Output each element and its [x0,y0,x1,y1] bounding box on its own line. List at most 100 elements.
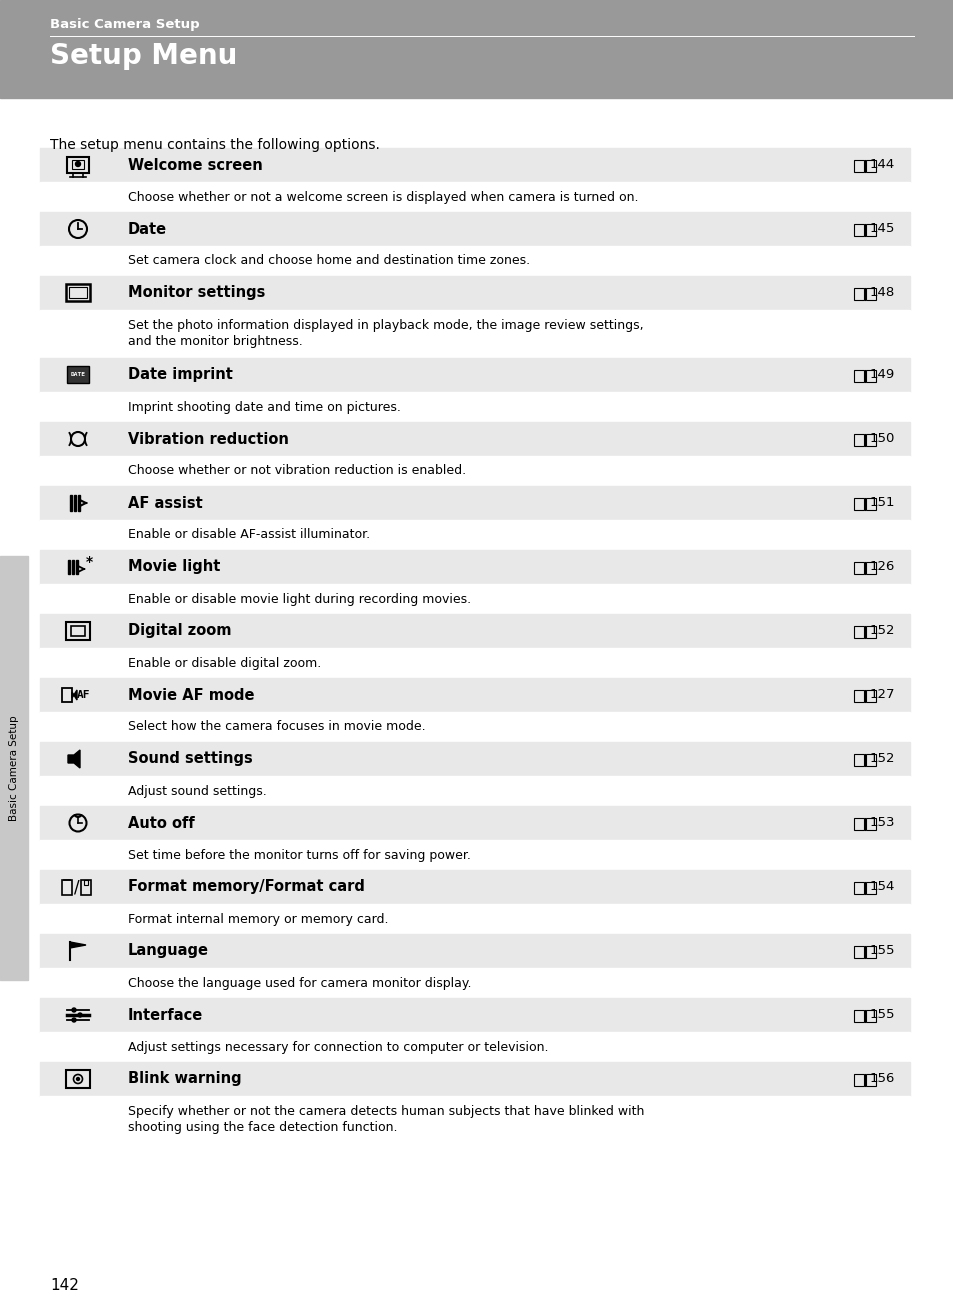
Text: 142: 142 [50,1279,79,1293]
Bar [853,498,863,510]
Bar [853,371,863,382]
Text: 152: 152 [868,624,894,637]
Text: and the monitor brightness.: and the monitor brightness. [128,335,302,348]
Bar [853,223,863,237]
Text: shooting using the face detection function.: shooting using the face detection functi… [128,1121,397,1134]
Bar [865,160,875,172]
Polygon shape [70,942,86,947]
Bar [66,284,90,301]
Bar [40,310,909,357]
Bar [40,357,909,392]
Text: AF: AF [77,690,91,700]
Text: 148: 148 [869,286,894,300]
Bar [40,183,909,212]
Bar [853,690,863,702]
Bar [40,486,909,520]
Bar [40,805,909,840]
Polygon shape [68,750,80,767]
Text: Interface: Interface [128,1008,203,1022]
Bar [40,1062,909,1096]
Bar [40,551,909,583]
Circle shape [75,162,80,167]
Text: DATE: DATE [71,372,86,377]
Bar [62,880,71,895]
Bar [853,1010,863,1022]
Text: Language: Language [128,943,209,958]
Text: Format internal memory or memory card.: Format internal memory or memory card. [128,912,388,925]
Bar [40,678,909,712]
Bar [40,276,909,310]
Text: 149: 149 [869,368,894,381]
Text: Auto off: Auto off [128,816,194,830]
Bar [40,904,909,934]
Text: Welcome screen: Welcome screen [128,158,262,172]
Bar [40,777,909,805]
Bar [865,1074,875,1085]
Bar [40,422,909,456]
Bar [40,648,909,678]
Bar [865,562,875,574]
Bar [865,819,875,830]
Text: 156: 156 [869,1072,894,1085]
Bar [40,246,909,276]
Bar [40,742,909,777]
Bar [69,286,87,298]
Bar [40,212,909,246]
Text: *: * [86,555,92,569]
Text: Movie AF mode: Movie AF mode [128,687,254,703]
Text: Adjust settings necessary for connection to computer or television.: Adjust settings necessary for connection… [128,1041,548,1054]
Bar [865,1010,875,1022]
Bar [78,495,80,511]
Text: 126: 126 [869,561,894,573]
Text: Enable or disable movie light during recording movies.: Enable or disable movie light during rec… [128,593,471,606]
Text: 151: 151 [868,497,894,510]
Bar [76,560,78,574]
Bar [67,156,89,173]
Text: Select how the camera focuses in movie mode.: Select how the camera focuses in movie m… [128,720,425,733]
Bar [865,498,875,510]
Text: Set the photo information displayed in playback mode, the image review settings,: Set the photo information displayed in p… [128,319,643,332]
Bar [865,223,875,237]
Text: 127: 127 [868,689,894,702]
Text: Choose whether or not a welcome screen is displayed when camera is turned on.: Choose whether or not a welcome screen i… [128,191,638,204]
Bar [40,1096,909,1144]
Bar [74,495,76,511]
Bar [40,392,909,422]
Text: 152: 152 [868,753,894,766]
Bar [853,562,863,574]
Bar [865,371,875,382]
Bar [71,625,85,636]
Bar [40,712,909,742]
Text: Enable or disable digital zoom.: Enable or disable digital zoom. [128,657,321,670]
Text: AF assist: AF assist [128,495,203,511]
Bar [865,690,875,702]
Bar [40,614,909,648]
Text: Choose whether or not vibration reduction is enabled.: Choose whether or not vibration reductio… [128,465,466,477]
Text: Basic Camera Setup: Basic Camera Setup [50,18,199,32]
Bar [40,1031,909,1062]
Bar [84,880,88,886]
Bar [68,560,71,574]
Bar [853,625,863,639]
Text: 145: 145 [869,222,894,235]
Bar [81,880,91,895]
Text: 154: 154 [869,880,894,894]
Bar [66,1070,90,1088]
Text: Specify whether or not the camera detects human subjects that have blinked with: Specify whether or not the camera detect… [128,1105,643,1118]
Bar [62,689,71,702]
Text: Format memory/Format card: Format memory/Format card [128,879,364,895]
Bar [865,625,875,639]
Bar [853,160,863,172]
Text: Set time before the monitor turns off for saving power.: Set time before the monitor turns off fo… [128,849,471,862]
Text: /: / [74,878,80,896]
Text: 153: 153 [868,816,894,829]
Circle shape [71,1018,76,1022]
Bar [40,583,909,614]
Text: Choose the language used for camera monitor display.: Choose the language used for camera moni… [128,976,471,989]
Text: Setup Menu: Setup Menu [50,42,237,70]
Polygon shape [71,690,77,700]
Text: Sound settings: Sound settings [128,752,253,766]
Bar [67,367,89,382]
Text: Imprint shooting date and time on pictures.: Imprint shooting date and time on pictur… [128,401,400,414]
Text: Movie light: Movie light [128,560,220,574]
